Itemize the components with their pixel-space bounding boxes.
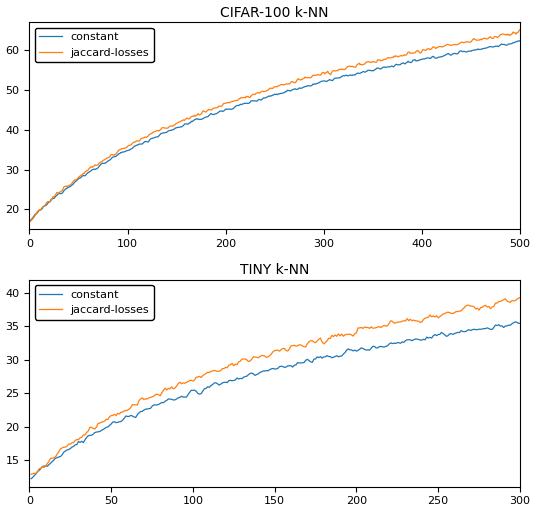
constant [517,37,523,44]
constant [28,476,34,482]
constant [317,354,324,360]
constant [319,355,325,361]
constant [512,319,518,325]
constant [440,330,446,336]
jaccard-losses [27,218,34,224]
jaccard-losses [292,80,299,86]
jaccard-losses [505,32,511,38]
jaccard-losses [317,335,324,341]
Line: jaccard-losses: jaccard-losses [31,297,520,474]
jaccard-losses [29,471,36,477]
constant [318,78,325,84]
Legend: constant, jaccard-losses: constant, jaccard-losses [35,285,154,319]
jaccard-losses [318,70,325,76]
Line: jaccard-losses: jaccard-losses [31,30,520,221]
jaccard-losses [471,304,478,310]
constant [471,326,478,332]
jaccard-losses [28,471,34,477]
constant [517,320,523,326]
jaccard-losses [263,88,269,94]
Title: TINY k-NN: TINY k-NN [240,263,309,277]
jaccard-losses [319,339,325,345]
constant [327,353,333,359]
jaccard-losses [259,88,266,94]
constant [428,54,435,60]
jaccard-losses [428,46,435,52]
Line: constant: constant [31,322,520,479]
constant [292,86,299,92]
constant [29,475,36,481]
constant [259,95,266,101]
jaccard-losses [440,311,446,317]
Legend: constant, jaccard-losses: constant, jaccard-losses [35,28,154,62]
jaccard-losses [517,294,523,301]
Line: constant: constant [31,40,520,220]
jaccard-losses [327,335,333,342]
constant [505,41,511,47]
jaccard-losses [517,27,523,33]
Title: CIFAR-100 k-NN: CIFAR-100 k-NN [220,6,329,19]
constant [263,95,269,101]
constant [27,217,34,223]
